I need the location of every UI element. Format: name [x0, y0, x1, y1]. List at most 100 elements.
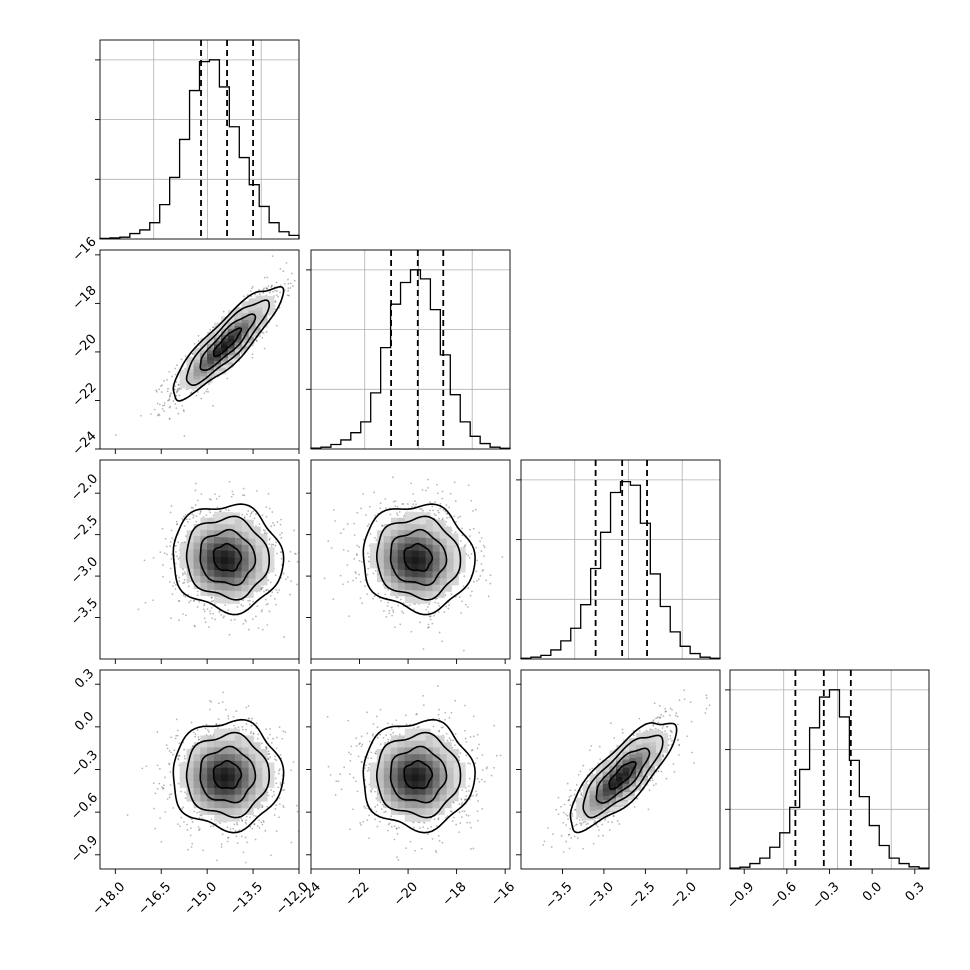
sample-point: [278, 769, 281, 772]
sample-point: [230, 495, 233, 498]
sample-point: [183, 434, 186, 437]
sample-point: [156, 731, 159, 733]
sample-point: [255, 513, 257, 516]
sample-point: [292, 761, 295, 763]
sample-point: [366, 593, 369, 596]
sample-point: [260, 588, 263, 590]
sample-point: [293, 279, 296, 282]
sample-point: [353, 522, 355, 525]
sample-point: [226, 840, 229, 843]
sample-point: [163, 404, 166, 407]
sample-point: [197, 499, 199, 502]
sample-point: [441, 490, 444, 493]
sample-point: [427, 623, 430, 626]
sample-point: [221, 701, 224, 704]
sample-point: [258, 523, 261, 525]
sample-point: [193, 810, 196, 813]
sample-point: [278, 589, 281, 592]
sample-point: [437, 509, 440, 512]
sample-point: [218, 611, 221, 614]
sample-point: [189, 392, 192, 395]
sample-point: [185, 614, 187, 617]
sample-point: [441, 517, 444, 520]
sample-point: [439, 502, 442, 505]
panel-frame: [99, 249, 300, 450]
sample-point: [265, 330, 268, 333]
sample-point: [388, 612, 391, 615]
sample-point: [170, 558, 173, 560]
sample-point: [262, 821, 265, 823]
sample-point: [220, 843, 223, 846]
sample-point: [195, 515, 198, 518]
sample-point: [406, 503, 409, 505]
sample-point: [479, 575, 482, 577]
sample-point: [286, 294, 289, 296]
sample-point: [169, 567, 172, 570]
sample-point: [170, 736, 173, 739]
sample-point: [156, 788, 159, 790]
sample-point: [287, 289, 290, 292]
sample-point: [254, 293, 256, 296]
sample-point: [268, 507, 271, 510]
sample-point: [242, 622, 245, 625]
sample-point: [174, 385, 176, 388]
sample-point: [248, 603, 251, 606]
sample-point: [467, 484, 470, 487]
sample-point: [184, 573, 187, 575]
sample-point: [166, 747, 169, 750]
sample-point: [208, 626, 210, 629]
sample-point: [262, 529, 265, 531]
sample-point: [212, 514, 215, 517]
sample-point: [454, 500, 457, 503]
sample-point: [272, 737, 275, 740]
sample-point: [480, 537, 483, 539]
sample-point: [360, 507, 363, 510]
sample-point: [160, 391, 163, 393]
histogram-2: [520, 480, 721, 659]
sample-point: [202, 849, 205, 852]
sample-point: [379, 507, 382, 510]
sample-point: [419, 508, 421, 510]
sample-point: [168, 370, 171, 373]
sample-point: [359, 597, 362, 600]
sample-point: [170, 529, 173, 532]
sample-point: [426, 606, 429, 608]
sample-point: [472, 527, 475, 530]
sample-point: [461, 600, 463, 603]
sample-point: [271, 591, 274, 594]
sample-point: [180, 358, 183, 361]
sample-point: [179, 825, 181, 828]
sample-point: [275, 281, 278, 284]
sample-point: [275, 747, 278, 750]
sample-point: [396, 505, 399, 508]
sample-point: [290, 272, 293, 275]
sample-point: [227, 509, 230, 512]
sample-point: [272, 543, 275, 546]
sample-point: [154, 792, 157, 795]
sample-point: [266, 276, 269, 279]
sample-point: [141, 767, 144, 770]
sample-point: [342, 548, 345, 551]
sample-point: [200, 397, 203, 400]
sample-point: [390, 606, 393, 609]
sample-point: [290, 580, 292, 583]
sample-point: [420, 508, 423, 510]
sample-point: [270, 789, 273, 791]
sample-point: [472, 580, 475, 583]
sample-point: [265, 588, 268, 591]
sample-point: [159, 817, 161, 820]
sample-point: [501, 556, 504, 559]
sample-point: [168, 763, 171, 766]
sample-point: [283, 788, 286, 791]
sample-point: [185, 388, 188, 391]
sample-point: [238, 829, 241, 832]
sample-point: [374, 514, 377, 517]
sample-point: [464, 544, 467, 546]
sample-point: [269, 537, 271, 540]
sample-point: [210, 600, 213, 603]
sample-point: [144, 601, 147, 604]
sample-point: [207, 730, 210, 733]
sample-point: [286, 576, 289, 578]
sample-point: [392, 609, 394, 612]
